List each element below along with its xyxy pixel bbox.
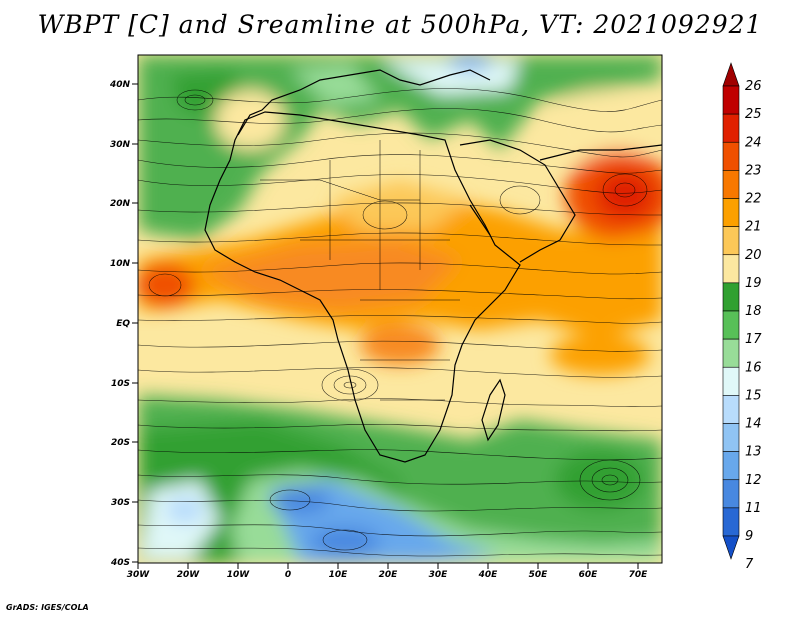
lat-label-20s: 20S xyxy=(111,438,130,448)
colorbar-box xyxy=(722,282,740,312)
lon-label-10e: 10E xyxy=(329,570,349,580)
lon-label-20e: 20E xyxy=(379,570,399,580)
colorbar-box xyxy=(722,395,740,424)
wbpt-shading xyxy=(138,55,662,563)
colorbar-label: 19 xyxy=(745,276,762,291)
colorbar-box xyxy=(722,170,740,199)
colorbar-box xyxy=(722,85,740,115)
colorbar-box xyxy=(722,338,740,368)
colorbar-box xyxy=(722,479,740,509)
streamlines xyxy=(138,88,662,557)
colorbar-box xyxy=(722,451,740,481)
colorbar-label: 18 xyxy=(745,304,762,319)
colorbar-box xyxy=(722,198,740,227)
lat-label-40n: 40N xyxy=(109,80,131,90)
colorbar-label: 16 xyxy=(745,360,762,375)
colorbar-label: 23 xyxy=(745,163,762,178)
lat-label-30n: 30N xyxy=(110,140,131,150)
colorbar-label: 11 xyxy=(745,501,762,516)
colorbar-box xyxy=(722,507,740,537)
colorbar-label: 20 xyxy=(745,248,762,263)
colorbar-box xyxy=(722,113,740,143)
lon-label-30e: 30E xyxy=(429,570,449,580)
lat-label-10s: 10S xyxy=(111,379,130,389)
lon-label-40e: 40E xyxy=(478,570,499,580)
lon-label-20w: 20W xyxy=(177,570,201,580)
latitude-labels: 40N 30N 20N 10N EQ 10S 20S 30S 40S xyxy=(109,80,131,568)
chart-title: WBPT [C] and Sreamline at 500hPa, VT: 20… xyxy=(37,10,763,39)
lon-label-70e: 70E xyxy=(629,570,649,580)
colorbar: 26 25 24 23 22 21 20 19 18 17 16 15 14 13 12 11 9 7 xyxy=(722,62,762,572)
colorbar-label: 21 xyxy=(745,220,762,235)
colorbar-label: 17 xyxy=(745,332,762,347)
colorbar-label: 25 xyxy=(745,107,762,122)
colorbar-min-arrow xyxy=(722,535,740,560)
plot-frame xyxy=(137,54,663,564)
colorbar-label: 26 xyxy=(745,79,762,94)
colorbar-box xyxy=(722,254,740,284)
lat-label-eq: EQ xyxy=(116,319,130,329)
colorbar-labels: 26 25 24 23 22 21 20 19 18 17 16 15 14 13 12 11 9 7 xyxy=(745,79,762,572)
borders xyxy=(260,140,460,401)
colorbar-label: 14 xyxy=(745,417,762,432)
colorbar-box xyxy=(722,310,740,340)
lon-label-50e: 50E xyxy=(529,570,549,580)
lon-label-60e: 60E xyxy=(579,570,599,580)
colorbar-label: 15 xyxy=(745,388,762,403)
colorbar-boxes xyxy=(722,85,740,537)
colorbar-label: 22 xyxy=(745,192,762,207)
longitude-labels: 30W 20W 10W 0 10E 20E 30E 40E 50E 60E 70… xyxy=(127,570,648,580)
lat-label-40s: 40S xyxy=(110,558,130,568)
lon-label-10w: 10W xyxy=(227,570,251,580)
colorbar-label: 24 xyxy=(745,135,762,150)
lat-label-30s: 30S xyxy=(111,498,130,508)
colorbar-label: 9 xyxy=(745,529,753,544)
lat-label-10n: 10N xyxy=(110,259,131,269)
colorbar-box xyxy=(722,366,740,396)
axis-ticks xyxy=(132,83,639,569)
lon-label-30w: 30W xyxy=(127,570,151,580)
colorbar-label: 13 xyxy=(745,445,762,460)
colorbar-box xyxy=(722,141,740,171)
plot-area xyxy=(138,55,662,563)
grads-credit: GrADS: IGES/COLA xyxy=(6,603,89,612)
colorbar-box xyxy=(722,423,740,452)
colorbar-box xyxy=(722,226,740,256)
colorbar-label: 7 xyxy=(745,557,754,572)
coastlines xyxy=(204,69,662,463)
lat-label-20n: 20N xyxy=(110,199,131,209)
colorbar-max-arrow xyxy=(722,62,740,87)
lon-label-0: 0 xyxy=(285,570,291,580)
colorbar-label: 12 xyxy=(745,473,762,488)
